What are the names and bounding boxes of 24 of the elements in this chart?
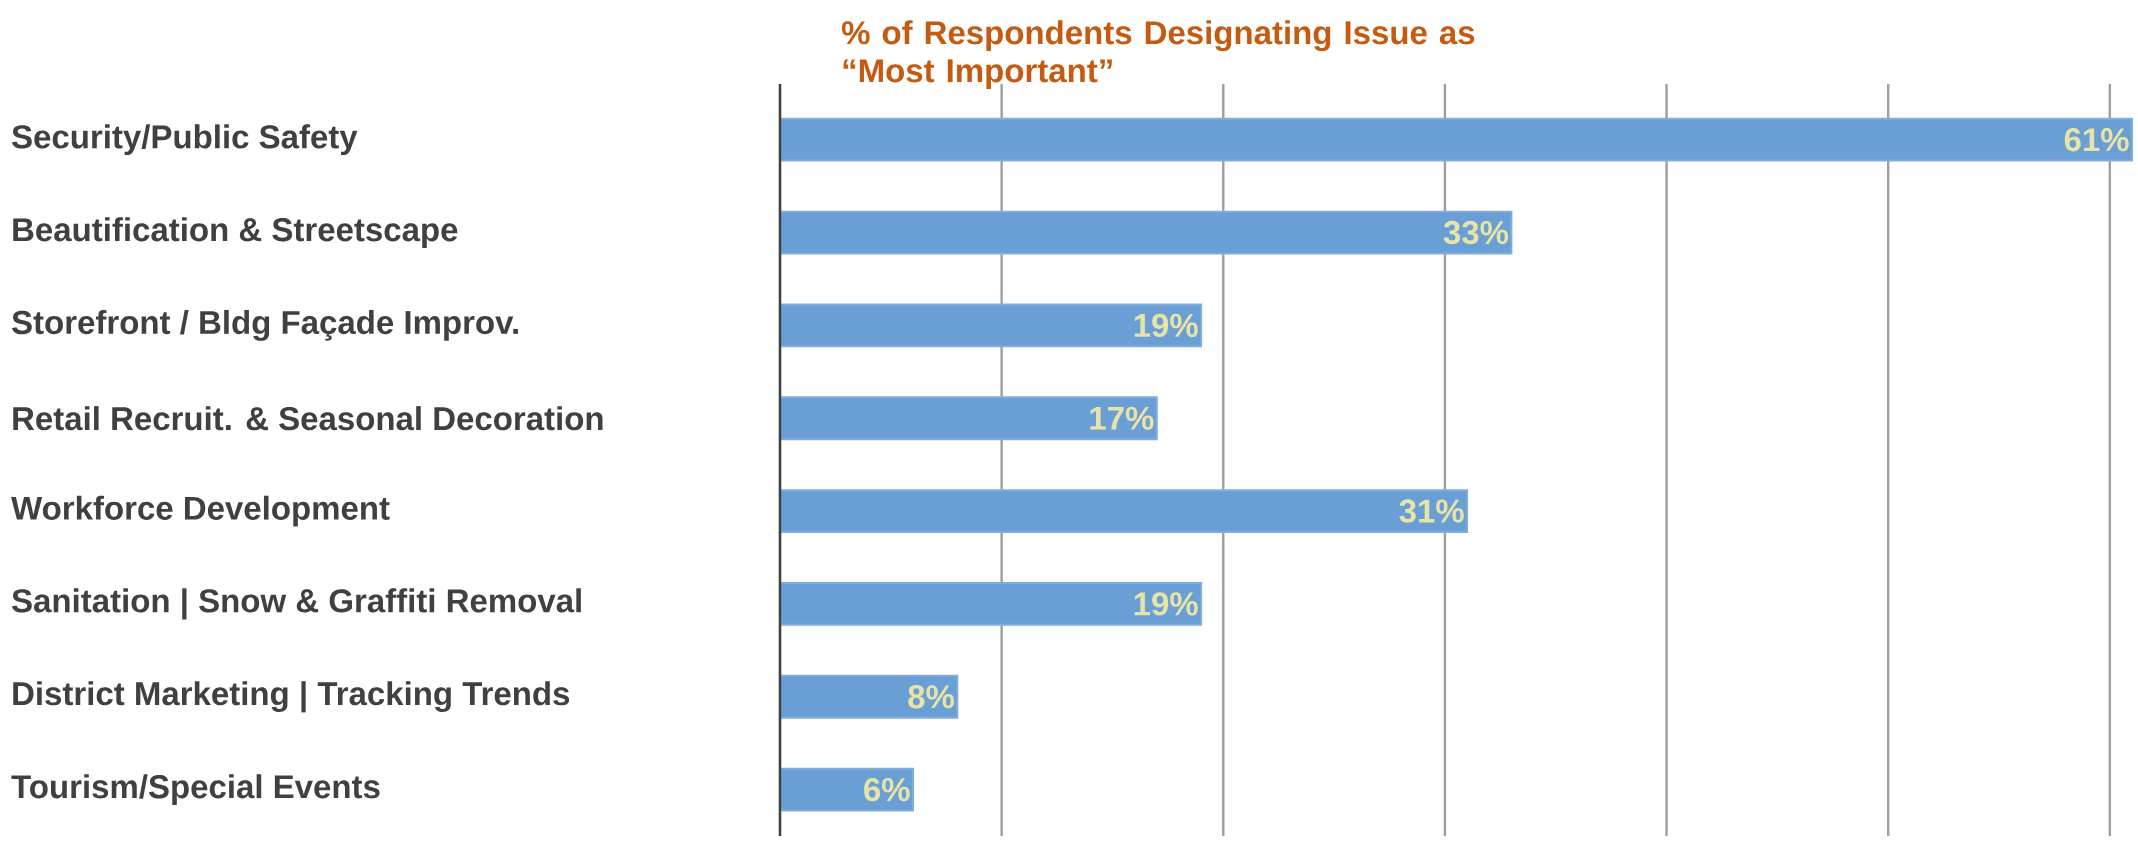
bar (779, 303, 1203, 348)
bar (779, 489, 1469, 533)
data-label: 61% (2064, 128, 2129, 152)
data-label: 6% (864, 777, 910, 802)
data-label: 19% (1134, 592, 1198, 616)
bar (779, 210, 1513, 255)
bar (779, 396, 1158, 441)
data-label: 33% (1443, 220, 1509, 245)
chart-title: % of Respondents Designating Issue as “Most Important” (841, 20, 1475, 89)
bar (779, 582, 1203, 626)
y-tick-label: Workforce Development (11, 495, 390, 527)
bar (779, 117, 2133, 162)
data-label: 19% (1134, 313, 1198, 338)
y-tick-label: Retail Recruit. & Seasonal Decoration (13, 406, 603, 431)
y-tick-label: Beautification & Streetscape (13, 217, 458, 248)
y-tick-label: Security/Public Safety (12, 124, 358, 156)
data-label: 8% (908, 685, 955, 709)
y-tick-label: District Marketing | Tracking Trends (13, 681, 570, 713)
data-label: 31% (1399, 499, 1464, 523)
bar (779, 674, 959, 719)
y-tick-label: Tourism/Special Events (11, 774, 380, 805)
data-label: 17% (1090, 406, 1154, 430)
y-tick-label: Sanitation | Snow & Graffiti Removal (12, 588, 581, 620)
y-tick-label: Storefront / Bldg Façade Improv. (12, 309, 518, 341)
